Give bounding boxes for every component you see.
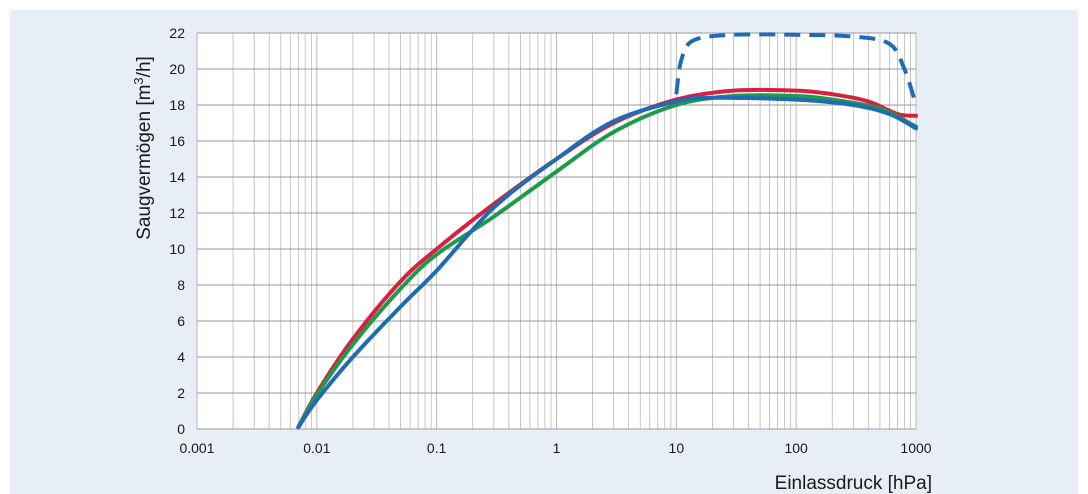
x-tick-label: 1 — [553, 440, 561, 456]
y-tick-label: 12 — [169, 205, 185, 221]
x-tick-label: 0.001 — [179, 440, 214, 456]
series-lines — [296, 32, 918, 430]
x-axis-label: Einlassdruck [hPa] — [775, 473, 932, 494]
x-tick-label: 100 — [784, 440, 808, 456]
y-tick-label: 14 — [169, 169, 185, 185]
x-tick-label: 0.1 — [427, 440, 447, 456]
y-tick-label: 16 — [169, 133, 185, 149]
y-tick-label: 10 — [169, 241, 185, 257]
y-tick-label: 4 — [177, 349, 185, 365]
x-tick-label: 10 — [669, 440, 685, 456]
y-tick-label: 6 — [177, 313, 185, 329]
y-axis-label: Saugvermögen [m3/h] — [131, 56, 156, 240]
grid — [196, 32, 917, 430]
y-tick-label: 22 — [169, 25, 185, 41]
y-tick-label: 18 — [169, 97, 185, 113]
series-line-4-dashed — [674, 32, 918, 106]
y-tick-label: 0 — [177, 421, 185, 437]
y-tick-label: 20 — [169, 61, 185, 77]
x-tick-label: 0.01 — [303, 440, 330, 456]
series-line-2 — [296, 93, 918, 430]
series-line-3 — [296, 95, 918, 430]
x-tick-label: 1000 — [900, 440, 931, 456]
tick-labels: 0 2 4 6 8 10 12 14 16 18 20 22 0.001 0.01 0.1 1 10 100 100… — [169, 25, 931, 456]
y-tick-label: 2 — [177, 385, 185, 401]
y-tick-label: 8 — [177, 277, 185, 293]
